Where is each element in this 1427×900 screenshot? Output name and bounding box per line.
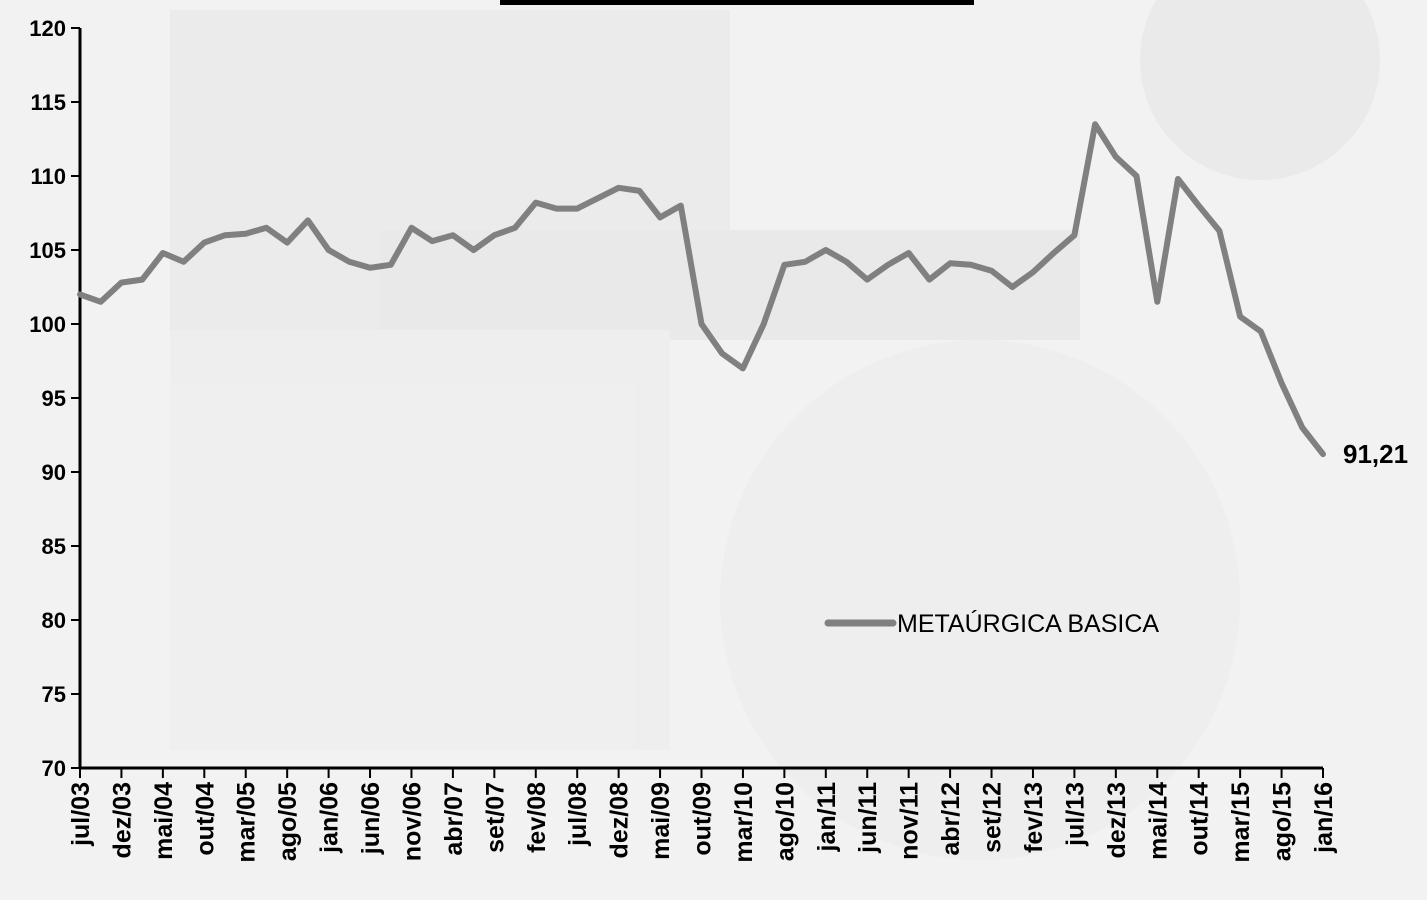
- x-tick-label: mar/10: [730, 782, 758, 863]
- background-texture: [170, 0, 1380, 860]
- end-value-label: 91,21: [1343, 439, 1408, 469]
- x-tick-label: dez/03: [108, 782, 136, 858]
- x-tick-label: set/12: [979, 782, 1007, 853]
- x-tick-label: ago/10: [771, 782, 799, 861]
- x-tick-label: mai/09: [647, 782, 675, 860]
- x-tick-label: out/14: [1186, 782, 1214, 856]
- x-tick-label: fev/08: [523, 782, 551, 853]
- y-tick-label: 95: [42, 386, 66, 411]
- series-line: [77, 121, 1326, 458]
- y-tick-label: 120: [29, 16, 66, 41]
- x-tick-label: dez/08: [606, 782, 634, 859]
- x-tick-label: dez/13: [1103, 782, 1131, 858]
- x-tick-label: ago/15: [1269, 782, 1297, 861]
- y-axis-ticks: 120 115 110 105 100 95 90 85 80 75 70: [29, 16, 80, 781]
- series-layer: [77, 121, 1326, 458]
- y-tick-label: 105: [29, 238, 66, 263]
- x-tick-label: fev/13: [1020, 782, 1048, 853]
- x-tick-label: jul/03: [67, 782, 95, 847]
- x-tick-label: abr/12: [937, 782, 965, 856]
- x-tick-label: jun/06: [357, 782, 385, 855]
- x-tick-label: jan/11: [813, 782, 841, 853]
- y-tick-label: 70: [42, 756, 66, 781]
- x-tick-label: jul/08: [564, 782, 592, 847]
- x-tick-label: out/09: [689, 782, 717, 856]
- y-tick-label: 75: [42, 682, 66, 707]
- x-tick-label: mar/05: [233, 782, 261, 863]
- y-tick-label: 110: [31, 164, 67, 189]
- x-tick-label: jun/11: [854, 782, 882, 854]
- y-tick-label: 80: [42, 608, 66, 633]
- x-tick-label: set/07: [481, 782, 509, 853]
- x-tick-label: jan/16: [1310, 782, 1338, 854]
- x-axis-ticks: jul/03 dez/03 mai/04 out/04 mar/05 ago/05 jan/…: [67, 768, 1338, 863]
- y-tick-label: 100: [29, 312, 66, 337]
- x-tick-label: out/04: [191, 782, 219, 856]
- x-tick-label: ago/05: [274, 782, 302, 861]
- legend-label: METAÚRGICA BASICA: [897, 609, 1159, 638]
- x-tick-label: mar/15: [1227, 782, 1255, 863]
- legend: METAÚRGICA BASICA: [824, 609, 1159, 638]
- y-tick-label: 85: [42, 534, 66, 559]
- x-tick-label: nov/06: [398, 782, 426, 861]
- title-bar: [500, 0, 974, 5]
- x-tick-label: mai/04: [150, 782, 178, 860]
- x-tick-label: mai/14: [1144, 782, 1172, 860]
- x-tick-label: jan/06: [316, 782, 344, 854]
- x-tick-label: nov/11: [896, 782, 924, 860]
- y-tick-label: 90: [42, 460, 66, 485]
- end-value-layer: 91,21: [1343, 439, 1408, 469]
- y-tick-label: 115: [31, 90, 67, 115]
- x-tick-label: abr/07: [440, 782, 468, 856]
- x-tick-label: jul/13: [1061, 782, 1089, 847]
